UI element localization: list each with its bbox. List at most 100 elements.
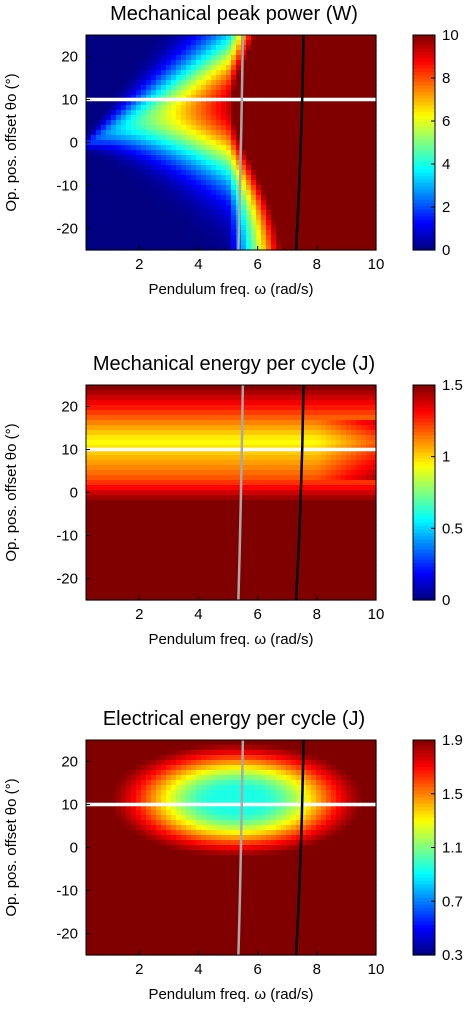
x-tick-label: 4 — [194, 961, 202, 978]
colorbar-segment — [413, 213, 435, 218]
colorbar-tick-label: 6 — [442, 113, 450, 130]
colorbar-segment — [413, 216, 435, 221]
colorbar-segment — [413, 773, 435, 778]
y-tick-label: -20 — [56, 571, 78, 588]
overlay-line-vertical-1 — [237, 739, 245, 956]
colorbar-segment — [413, 411, 435, 416]
colorbar-segment — [413, 61, 435, 66]
colorbar-segment — [413, 526, 435, 531]
colorbar-segment — [413, 549, 435, 554]
colorbar-segment — [413, 209, 435, 214]
x-axis-label: Pendulum freq. ω (rad/s) — [148, 986, 313, 1003]
colorbar: 0.3 0.7 1.1 1.5 1.9 — [412, 732, 463, 964]
y-tick-label: 20 — [61, 754, 78, 771]
colorbar-segment — [413, 196, 435, 201]
y-axis-label: Op. pos. offset θo (°) — [3, 778, 20, 916]
colorbar-segment — [413, 458, 435, 463]
colorbar-segment — [413, 499, 435, 504]
colorbar-segment — [413, 468, 435, 473]
heatmap-cells — [86, 740, 377, 956]
colorbar-tick-label: 1 — [442, 449, 450, 466]
colorbar-segment — [413, 864, 435, 869]
colorbar-segment — [413, 85, 435, 90]
colorbar-segment — [413, 921, 435, 926]
colorbar-segment — [413, 556, 435, 561]
x-tick-label: 10 — [368, 961, 385, 978]
y-tick-label: 10 — [61, 92, 78, 109]
colorbar-segment — [413, 830, 435, 835]
colorbar-segment — [413, 385, 435, 389]
colorbar-segment — [413, 800, 435, 805]
x-tick-label: 8 — [313, 256, 321, 273]
colorbar-segment — [413, 505, 435, 510]
colorbar-segment — [413, 135, 435, 140]
colorbar-segment — [413, 522, 435, 527]
colorbar-segment — [413, 415, 435, 420]
x-tick-label: 2 — [135, 606, 143, 623]
colorbar-segment — [413, 797, 435, 802]
colorbar-segment — [413, 482, 435, 487]
colorbar-segment — [413, 894, 435, 899]
colorbar-segment — [413, 803, 435, 808]
colorbar-segment — [413, 189, 435, 194]
x-tick-label: 10 — [368, 606, 385, 623]
colorbar-segment — [413, 871, 435, 875]
colorbar-segment — [413, 118, 435, 123]
colorbar-segment — [413, 438, 435, 443]
overlay-line-vertical-1 — [237, 34, 245, 251]
x-axis-label: Pendulum freq. ω (rad/s) — [148, 631, 313, 648]
colorbar: 0 0.5 1 1.5 — [412, 377, 463, 609]
colorbar-segment — [413, 71, 435, 76]
y-tick-label: 10 — [61, 442, 78, 459]
colorbar-segment — [413, 559, 435, 564]
colorbar-tick-label: 1.1 — [442, 840, 463, 857]
overlay-line-vertical-2 — [294, 739, 305, 956]
heatmap-cells — [86, 385, 377, 601]
colorbar-segment — [413, 743, 435, 748]
colorbar-segment — [413, 820, 435, 825]
colorbar-segment — [413, 229, 435, 234]
colorbar-segment — [413, 108, 435, 113]
colorbar-segment — [413, 542, 435, 547]
y-tick-label: -10 — [56, 178, 78, 195]
colorbar-segment — [413, 904, 435, 909]
colorbar-tick-label: 0.7 — [442, 893, 463, 910]
colorbar-segment — [413, 941, 435, 946]
colorbar-segment — [413, 884, 435, 889]
colorbar-segment — [413, 465, 435, 470]
colorbar-segment — [413, 539, 435, 544]
colorbar-segment — [413, 432, 435, 436]
colorbar-segment — [413, 780, 435, 785]
colorbar-segment — [413, 462, 435, 467]
colorbar-segment — [413, 223, 435, 228]
colorbar-segment — [413, 813, 435, 818]
x-tick-label: 8 — [313, 606, 321, 623]
y-tick-label: 20 — [61, 399, 78, 416]
x-tick-label: 6 — [253, 256, 261, 273]
colorbar-segment — [413, 740, 435, 744]
colorbar-segment — [413, 817, 435, 822]
colorbar-segment — [413, 753, 435, 758]
colorbar-segment — [413, 948, 435, 953]
colorbar-segment — [413, 536, 435, 541]
colorbar-segment — [413, 776, 435, 781]
colorbar-segment — [413, 388, 435, 393]
y-axis-label: Op. pos. offset θo (°) — [3, 73, 20, 211]
colorbar-segment — [413, 931, 435, 936]
y-tick-label: 20 — [61, 49, 78, 66]
colorbar-segment — [413, 179, 435, 184]
colorbar-segment — [413, 408, 435, 413]
colorbar-segment — [413, 421, 435, 426]
colorbar-segment — [413, 176, 435, 181]
colorbar-segment — [413, 122, 435, 127]
colorbar-segment — [413, 951, 435, 956]
colorbar-segment — [413, 857, 435, 862]
colorbar-segment — [413, 166, 435, 170]
colorbar-segment — [413, 479, 435, 484]
colorbar-segment — [413, 442, 435, 447]
y-tick-label: -20 — [56, 221, 78, 238]
colorbar-segment — [413, 485, 435, 490]
chart-title: Mechanical energy per cycle (J) — [93, 353, 375, 375]
colorbar-segment — [413, 199, 435, 204]
